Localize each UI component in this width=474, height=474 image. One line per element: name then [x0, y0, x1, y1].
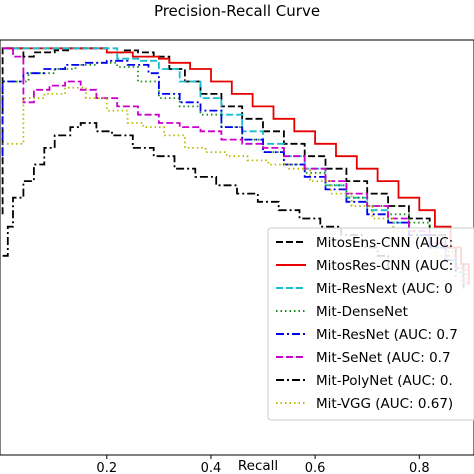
- x-axis-ticks: 0.2 0.4 0.6 0.8: [96, 455, 430, 474]
- x-tick-label: 0.4: [201, 461, 222, 474]
- legend-label: MitosEns-CNN (AUC:: [316, 235, 453, 251]
- plot-area: [1, 47, 470, 289]
- legend-box: [267, 227, 474, 421]
- legend-label: Mit-VGG (AUC: 0.67): [316, 396, 453, 412]
- legend-label: Mit-ResNet (AUC: 0.7: [316, 327, 458, 343]
- axes-frame: [0, 39, 474, 456]
- legend-label: Mit-ResNext (AUC: 0: [316, 281, 453, 297]
- x-tick-label: 0.8: [409, 461, 430, 474]
- legend-label: Mit-PolyNet (AUC: 0.: [316, 373, 453, 389]
- x-tick-label: 0.6: [305, 461, 326, 474]
- series-line-1: [1, 47, 465, 289]
- legend: MitosEns-CNN (AUC: MitosRes-CNN (AUC: Mit-…: [267, 227, 474, 421]
- x-tick-label: 0.2: [96, 461, 117, 474]
- series-line-5: [1, 59, 457, 277]
- legend-label: MitosRes-CNN (AUC:: [316, 258, 453, 274]
- series-line-2: [2, 47, 470, 285]
- x-axis-label: Recall: [238, 458, 278, 474]
- series-line-6: [2, 47, 465, 285]
- chart-title: Precision-Recall Curve: [154, 2, 320, 20]
- legend-label: Mit-DenseNet: [316, 304, 408, 320]
- legend-label: Mit-SeNet (AUC: 0.7: [316, 350, 451, 366]
- series-line-8: [2, 86, 462, 285]
